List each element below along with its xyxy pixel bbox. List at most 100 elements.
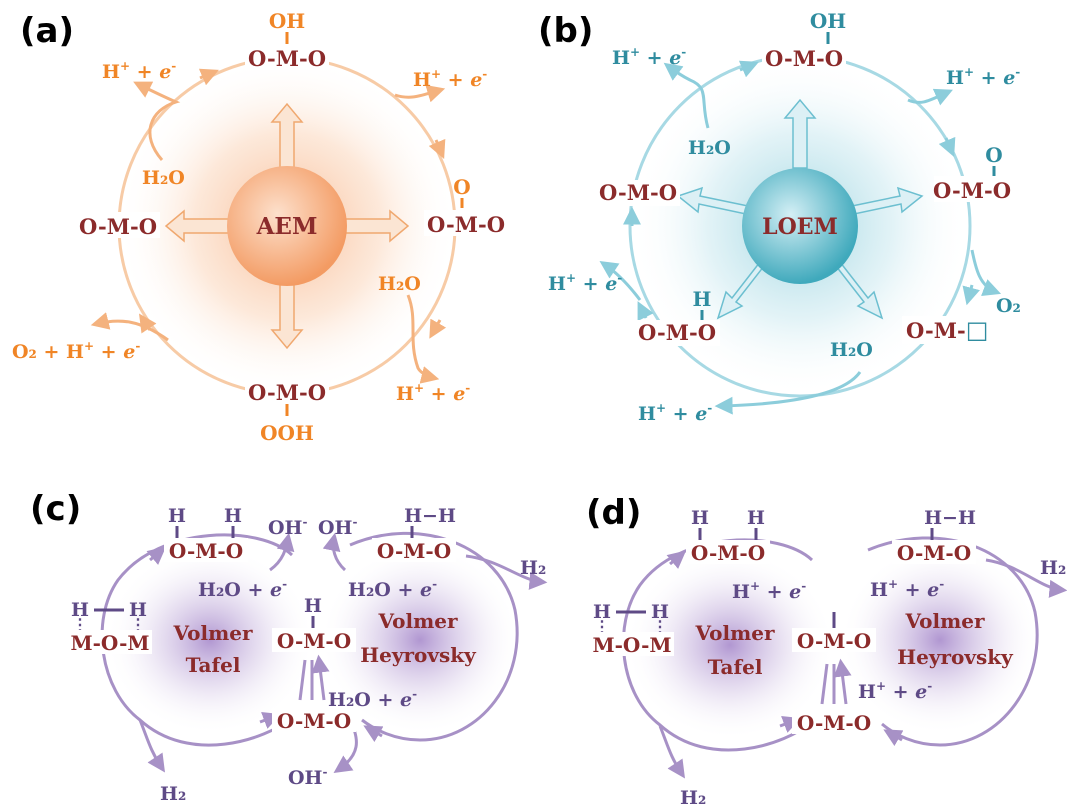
panel-c-top-right-species: O-M-O [377, 539, 451, 563]
panel-c-branch-h2-right [465, 554, 548, 590]
panel-d-right-cycle-label-2: Heyrovsky [897, 645, 1014, 669]
panel-a-water-right: H₂O [378, 273, 421, 295]
panel-d-left-dots: ⋮ [594, 617, 610, 636]
panel-d-top-left-h2: H [747, 507, 765, 529]
panel-b-proton-electron-top-right: H+ + e- [946, 65, 1020, 89]
panel-b-branch-bottom [714, 371, 862, 415]
panel-c-branch-oh-top-left [269, 532, 295, 572]
panel-a-ring-arrow [198, 68, 219, 86]
panel-d-proton-electron-1: H+ + e- [732, 579, 806, 603]
panel-b-top-substituent: OH [810, 9, 846, 33]
panel-c-top-left-h2: H [224, 505, 242, 527]
panel-d-branch-h2-right [985, 558, 1067, 598]
panel-c-center-up-arrows [298, 660, 324, 701]
panel-b-ring-arrow [962, 284, 980, 306]
panel-d-left-h2: H [651, 601, 669, 623]
panel-b-ring-arrow [938, 136, 956, 157]
panel-c-right-cycle [349, 531, 519, 742]
panel-c-left-cycle-label-1: Volmer [172, 621, 253, 645]
panel-c-left-h1: H [71, 599, 89, 621]
panel-b-vacancy-species: O-M-□ [906, 315, 988, 344]
panel-d-ring-arrow [666, 550, 687, 569]
panel-b-ring-arrow [637, 301, 654, 322]
panel-c-right-cycle-label-1: Volmer [377, 609, 458, 633]
panel-a-bottom-substituent: OOH [260, 421, 314, 445]
panel-a-left-species: O-M-O [79, 214, 157, 239]
panel-d-right-cycle-label-1: Volmer [904, 609, 985, 633]
panel-b-left-species: O-M-O [599, 180, 677, 205]
panel-a-center-label: AEM [256, 213, 318, 240]
panel-a-branch-right-low [406, 294, 440, 384]
panel-b-proton-electron-bottom: H+ + e- [638, 401, 712, 425]
panel-a-top-species: O-M-O [248, 46, 326, 71]
panel-a-branch-top-left [133, 81, 181, 161]
panel-b-left-lower-substituent: H [693, 287, 712, 311]
panel-b-proton-electron-left: H+ + e- [548, 271, 622, 295]
panel-c-top-left-species: O-M-O [169, 539, 243, 563]
panel-b-ring-arrow [738, 60, 759, 78]
panel-d-top-right-hh: H−H [924, 507, 976, 529]
panel-a-right-substituent: O [453, 175, 470, 199]
panel-c-left-glow [105, 545, 315, 735]
panel-d-left-cycle-label-1: Volmer [694, 621, 775, 645]
panel-a-top-substituent: OH [269, 9, 305, 33]
panel-b-branch-top-left [663, 62, 710, 129]
panel-d-top-right-species: O-M-O [897, 541, 971, 565]
panel-c-left-cycle-label-2: Tafel [186, 653, 241, 677]
panel-d-left-species: M-O-M [592, 633, 671, 657]
panel-b-right-substituent: O [985, 143, 1002, 167]
panel-d-proton-electron-3: H+ + e- [858, 679, 932, 703]
panel-d-ring-arrow [883, 729, 904, 747]
panel-c-branch-oh-top-right [322, 532, 347, 572]
panel-a-proton-electron-top-right: H+ + e- [413, 67, 487, 91]
panel-b-right-species: O-M-O [933, 178, 1011, 203]
panel-c-ring-arrow [363, 725, 384, 743]
panel-c-left-species: M-O-M [70, 631, 149, 655]
panel-d-branch-h2-bottom [658, 725, 685, 779]
panel-c-right-cycle-label-2: Heyrovsky [360, 643, 477, 667]
panel-c-hydroxide-1: OH- [268, 515, 308, 539]
panel-b-top-species: O-M-O [765, 46, 843, 71]
panel-a-ring-arrow [428, 138, 446, 159]
panel-a-water-left: H₂O [142, 167, 185, 189]
panel-c-branch-h2-bottom [138, 719, 165, 773]
panel-c-water-electron-2: H₂O + e- [348, 577, 437, 601]
panel-d-bottom-species: O-M-O [797, 711, 871, 735]
panel-b-branch-right-low [970, 249, 1002, 296]
panel-b-proton-electron-top-left: H+ + e- [612, 45, 686, 69]
panel-b: LOEM OH O-M-O O O-M-O O-M-□ O-M-O H O-M-… [538, 9, 1021, 425]
panel-b-water-top: H₂O [688, 137, 731, 159]
panel-a-center-sphere [227, 166, 347, 286]
panel-c-top-right-hh: H−H [404, 505, 456, 527]
panel-b-block-arrows [676, 98, 924, 320]
panel-a-branch-top-right [394, 85, 446, 103]
panel-a-branch-left-low [90, 312, 169, 342]
panel-c-left-dots: ⋮ [72, 615, 88, 634]
panel-b-water-bottom: H₂O [830, 339, 873, 361]
panel-c-bottom-species: O-M-O [277, 709, 351, 733]
panel-d-top-left-species: O-M-O [691, 541, 765, 565]
panel-d-center-species: O-M-O [797, 629, 871, 653]
panel-c-label: (c) [30, 489, 81, 529]
panel-d-hydrogen-bottom: H₂ [680, 787, 706, 808]
panel-d-hydrogen-right: H₂ [1040, 557, 1066, 579]
panel-c-left-dots: ⋮ [130, 615, 146, 634]
panel-c-hydrogen-bottom: H₂ [160, 783, 186, 805]
panel-a: AEM OH O-M-O O O-M-O O-M-O O-M-O OOH H+ … [12, 9, 508, 445]
panel-c-center-species: O-M-O [277, 629, 351, 653]
panel-c-left-h2: H [129, 599, 147, 621]
panel-d-left-dots: ⋮ [652, 617, 668, 636]
panel-b-center-sphere [742, 168, 858, 284]
panel-a-proton-electron-top-left: H+ + e- [102, 59, 176, 83]
panel-c-water-electron-3: H₂O + e- [328, 687, 417, 711]
panel-b-left-lower-species: O-M-O [638, 320, 716, 345]
panel-d-center-up-arrows [820, 664, 846, 705]
panel-d-top-left-h1: H [691, 507, 709, 529]
panel-c-hydroxide-3: OH- [288, 765, 328, 789]
panel-a-oxygen-release: O₂ + H+ + e- [12, 339, 140, 363]
panel-c-right-glow [320, 545, 520, 735]
panel-a-right-species: O-M-O [427, 212, 505, 237]
panel-d-left-h1: H [593, 601, 611, 623]
panel-b-branch-left [599, 261, 642, 301]
